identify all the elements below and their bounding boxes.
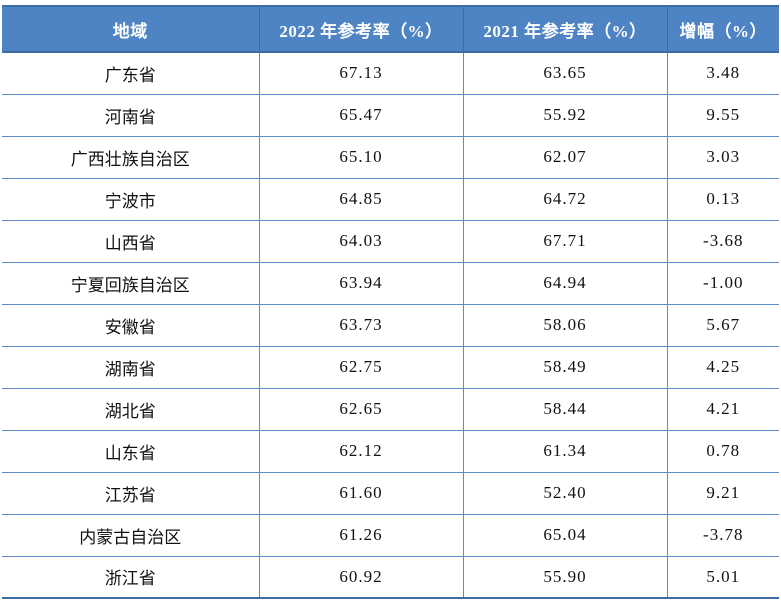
table-row: 山东省 62.12 61.34 0.78 <box>2 430 779 473</box>
change-cell: 4.25 <box>666 346 779 389</box>
rate-2022-cell: 64.85 <box>258 178 463 221</box>
change-cell: 5.67 <box>666 304 779 347</box>
region-cell: 湖南省 <box>2 346 259 389</box>
table-row: 广东省 67.13 63.65 3.48 <box>2 52 779 95</box>
change-cell: 9.55 <box>666 94 779 137</box>
rate-2021-cell: 65.04 <box>462 514 667 557</box>
change-cell: 5.01 <box>666 556 779 599</box>
change-cell: -3.68 <box>666 220 779 263</box>
rate-2022-cell: 62.75 <box>258 346 463 389</box>
region-cell: 安徽省 <box>2 304 259 347</box>
region-cell: 山东省 <box>2 430 259 473</box>
table-row: 内蒙古自治区 61.26 65.04 -3.78 <box>2 514 779 557</box>
table-row: 宁夏回族自治区 63.94 64.94 -1.00 <box>2 262 779 305</box>
rate-2021-cell: 58.06 <box>462 304 667 347</box>
rate-2021-cell: 58.44 <box>462 388 667 431</box>
rate-2021-cell: 62.07 <box>462 136 667 179</box>
region-cell: 宁波市 <box>2 178 259 221</box>
table-row: 安徽省 63.73 58.06 5.67 <box>2 304 779 347</box>
region-cell: 内蒙古自治区 <box>2 514 259 557</box>
rate-2021-cell: 55.92 <box>462 94 667 137</box>
region-cell: 河南省 <box>2 94 259 137</box>
rate-2022-cell: 62.65 <box>258 388 463 431</box>
rate-2021-cell: 52.40 <box>462 472 667 515</box>
reference-rate-table: 地域 2022 年参考率（%） 2021 年参考率（%） 增幅（%） 广东省 6… <box>2 5 779 599</box>
header-row: 地域 2022 年参考率（%） 2021 年参考率（%） 增幅（%） <box>2 5 779 53</box>
rate-2022-cell: 64.03 <box>258 220 463 263</box>
change-cell: -3.78 <box>666 514 779 557</box>
table-row: 河南省 65.47 55.92 9.55 <box>2 94 779 137</box>
table-header: 地域 2022 年参考率（%） 2021 年参考率（%） 增幅（%） <box>2 5 779 53</box>
header-cell-change: 增幅（%） <box>666 5 779 53</box>
rate-2021-cell: 58.49 <box>462 346 667 389</box>
header-cell-rate-2021: 2021 年参考率（%） <box>462 5 667 53</box>
table-body: 广东省 67.13 63.65 3.48 河南省 65.47 55.92 9.5… <box>2 52 779 599</box>
rate-2022-cell: 61.60 <box>258 472 463 515</box>
rate-2021-cell: 63.65 <box>462 52 667 95</box>
rate-2022-cell: 63.94 <box>258 262 463 305</box>
change-cell: 4.21 <box>666 388 779 431</box>
rate-2022-cell: 63.73 <box>258 304 463 347</box>
rate-2022-cell: 67.13 <box>258 52 463 95</box>
rate-2022-cell: 65.47 <box>258 94 463 137</box>
rate-2022-cell: 65.10 <box>258 136 463 179</box>
table-row: 江苏省 61.60 52.40 9.21 <box>2 472 779 515</box>
region-cell: 广西壮族自治区 <box>2 136 259 179</box>
rate-2021-cell: 67.71 <box>462 220 667 263</box>
rate-2021-cell: 64.94 <box>462 262 667 305</box>
table-row: 湖南省 62.75 58.49 4.25 <box>2 346 779 389</box>
change-cell: 0.78 <box>666 430 779 473</box>
region-cell: 山西省 <box>2 220 259 263</box>
change-cell: 3.03 <box>666 136 779 179</box>
rate-2022-cell: 60.92 <box>258 556 463 599</box>
table-row: 宁波市 64.85 64.72 0.13 <box>2 178 779 221</box>
region-cell: 浙江省 <box>2 556 259 599</box>
region-cell: 广东省 <box>2 52 259 95</box>
rate-2021-cell: 61.34 <box>462 430 667 473</box>
region-cell: 宁夏回族自治区 <box>2 262 259 305</box>
table-row: 山西省 64.03 67.71 -3.68 <box>2 220 779 263</box>
change-cell: 0.13 <box>666 178 779 221</box>
table-row: 湖北省 62.65 58.44 4.21 <box>2 388 779 431</box>
rate-2022-cell: 62.12 <box>258 430 463 473</box>
table-row: 广西壮族自治区 65.10 62.07 3.03 <box>2 136 779 179</box>
change-cell: -1.00 <box>666 262 779 305</box>
change-cell: 9.21 <box>666 472 779 515</box>
header-cell-rate-2022: 2022 年参考率（%） <box>258 5 463 53</box>
change-cell: 3.48 <box>666 52 779 95</box>
region-cell: 江苏省 <box>2 472 259 515</box>
table-row: 浙江省 60.92 55.90 5.01 <box>2 556 779 599</box>
rate-2022-cell: 61.26 <box>258 514 463 557</box>
region-cell: 湖北省 <box>2 388 259 431</box>
rate-2021-cell: 55.90 <box>462 556 667 599</box>
rate-2021-cell: 64.72 <box>462 178 667 221</box>
header-cell-region: 地域 <box>2 5 259 53</box>
